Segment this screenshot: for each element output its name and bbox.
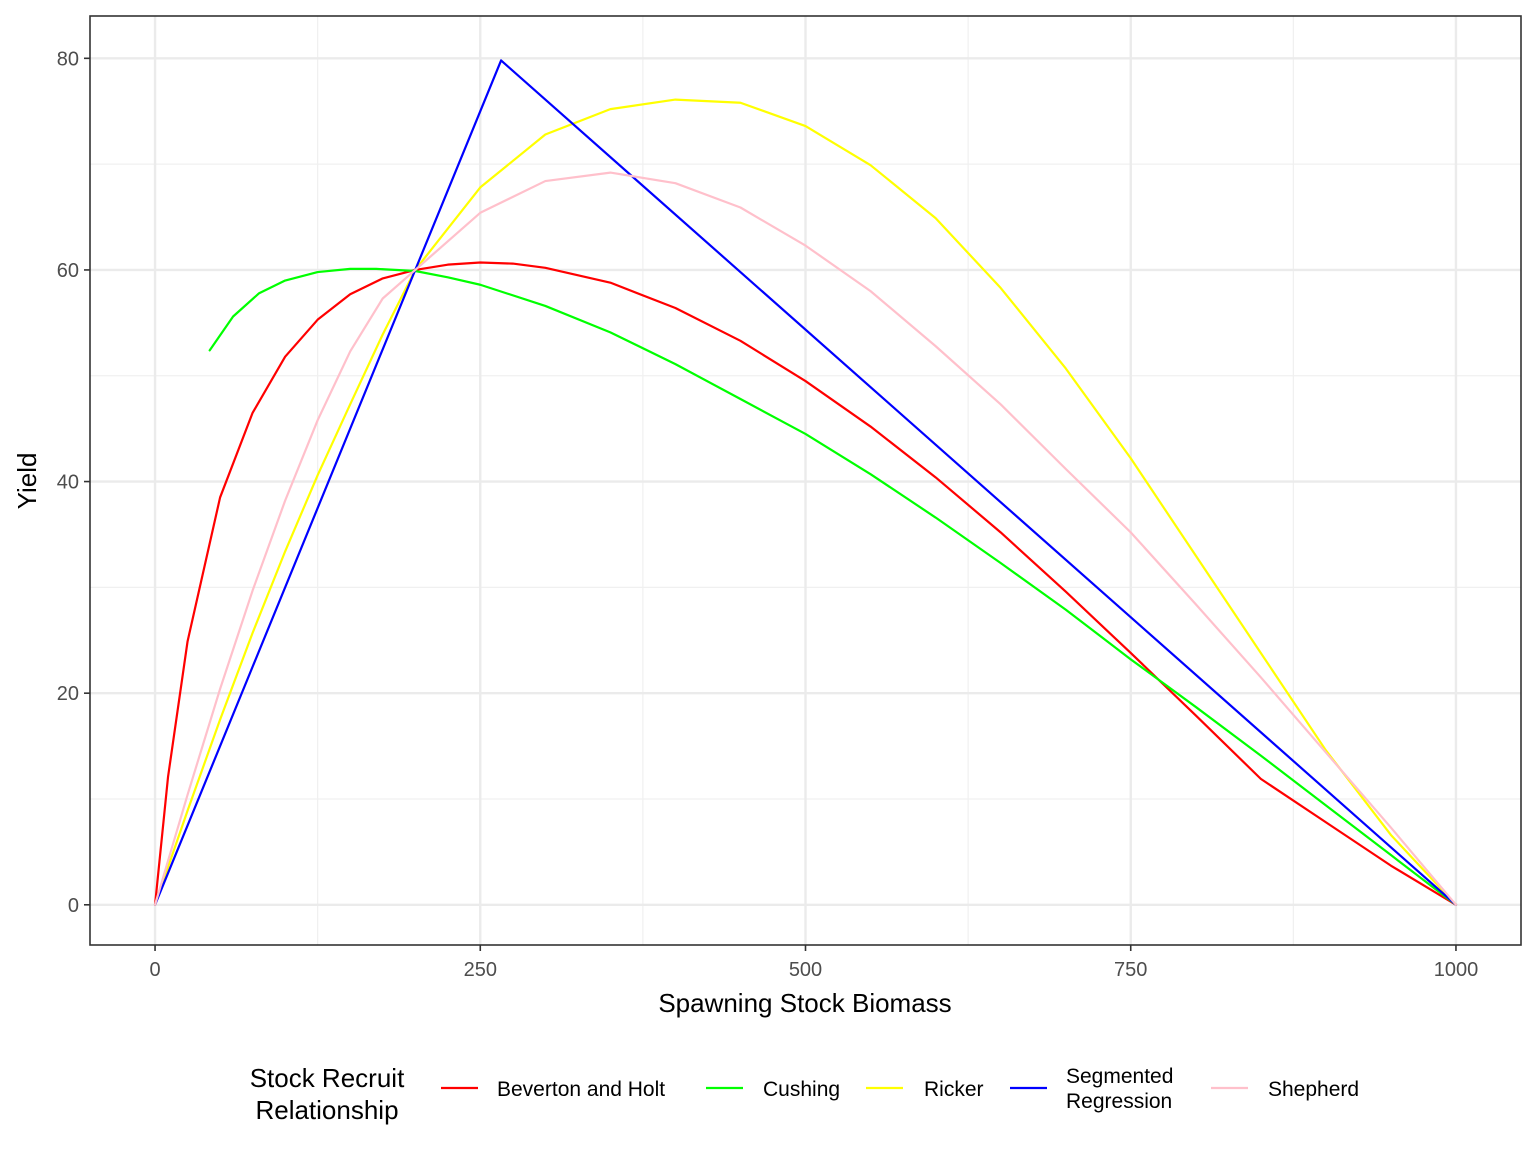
series-lines <box>153 59 1458 906</box>
legend-items: Beverton and Holt Cushing Ricker SegmentedR… <box>441 1065 1359 1113</box>
series-line <box>153 59 1458 906</box>
x-tick-label: 250 <box>464 959 497 981</box>
series-line <box>153 171 1458 906</box>
series-line <box>153 98 1458 906</box>
x-tick-label: 500 <box>789 959 822 981</box>
major-gridlines <box>90 16 1521 945</box>
legend-label: Shepherd <box>1268 1078 1359 1101</box>
legend-label: Beverton and Holt <box>497 1078 665 1101</box>
x-tick-label: 750 <box>1114 959 1147 981</box>
y-tick-label: 20 <box>57 683 79 705</box>
y-tick-label: 0 <box>68 895 79 917</box>
x-axis-title: Spawning Stock Biomass <box>658 988 951 1018</box>
y-axis-title: Yield <box>12 453 42 510</box>
series-line <box>208 267 1458 906</box>
legend-title-line-1: Stock Recruit <box>250 1063 405 1093</box>
y-axis-ticks: 0 20 40 60 80 <box>57 48 90 917</box>
y-tick-label: 40 <box>57 472 79 494</box>
y-tick-label: 60 <box>57 260 79 282</box>
x-tick-label: 1000 <box>1434 959 1479 981</box>
legend-label: Ricker <box>924 1078 984 1101</box>
x-axis-ticks: 0 250 500 750 1000 <box>149 945 1478 981</box>
legend-label: Cushing <box>763 1078 840 1101</box>
x-tick-label: 0 <box>149 959 160 981</box>
y-tick-label: 80 <box>57 48 79 70</box>
legend-label: Regression <box>1066 1090 1172 1113</box>
legend-title-line-2: Relationship <box>255 1095 398 1125</box>
legend-label: Segmented <box>1066 1065 1173 1088</box>
legend: Stock Recruit Relationship Beverton and … <box>250 1063 1359 1125</box>
